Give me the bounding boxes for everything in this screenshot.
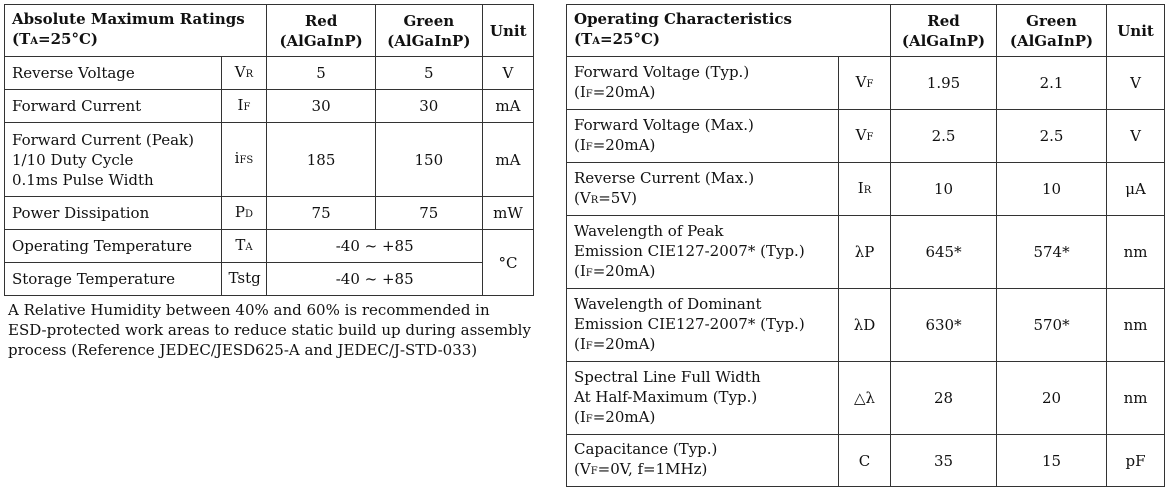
table-row: Operating Temperature TA -40 ~ +85 °C bbox=[4, 229, 535, 296]
amr-title: Absolute Maximum Ratings bbox=[12, 10, 245, 28]
humidity-note: A Relative Humidity between 40% and 60% … bbox=[8, 301, 531, 359]
unit-cell: mA bbox=[481, 89, 535, 123]
unit-cell: mA bbox=[481, 122, 535, 197]
symbol-cell: C bbox=[837, 434, 892, 487]
green-value: 75 bbox=[374, 196, 483, 230]
param-cell: Forward Voltage (Typ.) (IF=20mA) bbox=[566, 56, 839, 110]
amr-unit-header: Unit bbox=[481, 4, 535, 57]
unit-cell: nm bbox=[1106, 288, 1166, 362]
temperature-unit-cell: °C bbox=[481, 229, 535, 296]
param-cell: Forward Voltage (Max.) (IF=20mA) bbox=[566, 109, 839, 163]
amr-title-cell: Absolute Maximum Ratings (TA=25°C) bbox=[3, 4, 268, 57]
param-cell: Reverse Voltage bbox=[4, 56, 222, 90]
unit-cell: V bbox=[1106, 109, 1166, 163]
table-row: Capacitance (Typ.) (VF=0V, f=1MHz) C 35 … bbox=[566, 434, 1166, 487]
param-cell: Wavelength of Dominant Emission CIE127-2… bbox=[566, 288, 839, 362]
green-value: 5 bbox=[374, 56, 483, 90]
green-value: 30 bbox=[374, 89, 483, 123]
table-row: Forward Voltage (Typ.) (IF=20mA) VF 1.95… bbox=[566, 56, 1166, 110]
param-cell: Storage Temperature bbox=[4, 262, 222, 296]
range-value: -40 ~ +85 bbox=[266, 262, 483, 296]
symbol-cell: iFS bbox=[220, 122, 268, 197]
green-value: 574* bbox=[996, 215, 1108, 289]
red-value: 1.95 bbox=[890, 56, 998, 110]
oc-header-row: Operating Characteristics (TA=25°C) Red(… bbox=[565, 4, 1166, 57]
red-value: 630* bbox=[890, 288, 998, 362]
green-value: 150 bbox=[374, 122, 483, 197]
table-row: Forward Current IF 30 30 mA bbox=[4, 89, 535, 123]
table-row: Reverse Voltage VR 5 5 V bbox=[4, 56, 535, 90]
operating-characteristics-table: Operating Characteristics (TA=25°C) Red(… bbox=[565, 4, 1166, 487]
unit-cell: nm bbox=[1106, 361, 1166, 435]
table-row: Storage Temperature Tstg -40 ~ +85 bbox=[4, 262, 534, 296]
unit-cell: V bbox=[481, 56, 535, 90]
symbol-cell: IF bbox=[220, 89, 268, 123]
table-row: Forward Current (Peak) 1/10 Duty Cycle 0.1… bbox=[4, 122, 535, 197]
green-value: 15 bbox=[996, 434, 1108, 487]
table-row: Power Dissipation PD 75 75 mW bbox=[4, 196, 535, 230]
symbol-cell: VF bbox=[837, 109, 892, 163]
oc-unit-header: Unit bbox=[1106, 4, 1166, 57]
range-value: -40 ~ +85 bbox=[266, 229, 483, 263]
symbol-cell: IR bbox=[837, 162, 892, 216]
unit-cell: μA bbox=[1106, 162, 1166, 216]
amr-condition: (TA=25°C) bbox=[12, 30, 99, 48]
green-value: 10 bbox=[996, 162, 1108, 216]
oc-title-cell: Operating Characteristics (TA=25°C) bbox=[565, 4, 892, 57]
red-value: 185 bbox=[266, 122, 376, 197]
param-cell: Operating Temperature bbox=[4, 229, 222, 263]
red-value: 2.5 bbox=[890, 109, 998, 163]
red-value: 645* bbox=[890, 215, 998, 289]
unit-cell: pF bbox=[1106, 434, 1166, 487]
unit-cell: mW bbox=[481, 196, 535, 230]
param-cell: Capacitance (Typ.) (VF=0V, f=1MHz) bbox=[566, 434, 839, 487]
symbol-cell: TA bbox=[220, 229, 268, 263]
red-value: 75 bbox=[266, 196, 376, 230]
param-cell: Forward Current bbox=[4, 89, 222, 123]
oc-title: Operating Characteristics bbox=[574, 10, 793, 28]
param-cell: Wavelength of Peak Emission CIE127-2007*… bbox=[566, 215, 839, 289]
green-value: 570* bbox=[996, 288, 1108, 362]
symbol-cell: VR bbox=[220, 56, 268, 90]
table-row: Wavelength of Peak Emission CIE127-2007*… bbox=[566, 215, 1166, 289]
red-value: 10 bbox=[890, 162, 998, 216]
unit-cell: V bbox=[1106, 56, 1166, 110]
symbol-cell: λP bbox=[837, 215, 892, 289]
green-value: 2.1 bbox=[996, 56, 1108, 110]
symbol-cell: VF bbox=[837, 56, 892, 110]
table-row: Spectral Line Full Width At Half-Maximum… bbox=[566, 361, 1166, 435]
oc-red-header: Red (AlGaInP) bbox=[890, 4, 998, 57]
red-value: 5 bbox=[266, 56, 376, 90]
amr-green-header: Green (AlGaInP) bbox=[374, 4, 483, 57]
absolute-maximum-ratings-table: Absolute Maximum Ratings (TA=25°C) Red (A… bbox=[3, 4, 535, 296]
oc-green-header: Green (AlGaInP) bbox=[996, 4, 1108, 57]
table-row: Forward Voltage (Max.) (IF=20mA) VF 2.5 … bbox=[566, 109, 1166, 163]
red-value: 35 bbox=[890, 434, 998, 487]
param-cell: Forward Current (Peak) 1/10 Duty Cycle 0.1… bbox=[4, 122, 222, 197]
red-value: 28 bbox=[890, 361, 998, 435]
green-value: 20 bbox=[996, 361, 1108, 435]
param-cell: Spectral Line Full Width At Half-Maximum… bbox=[566, 361, 839, 435]
amr-header-row: Absolute Maximum Ratings (TA=25°C) Red (A… bbox=[3, 4, 535, 57]
green-value: 2.5 bbox=[996, 109, 1108, 163]
param-cell: Power Dissipation bbox=[4, 196, 222, 230]
param-cell: Reverse Current (Max.) (VR=5V) bbox=[566, 162, 839, 216]
oc-condition: (TA=25°C) bbox=[574, 30, 661, 48]
red-value: 30 bbox=[266, 89, 376, 123]
symbol-cell: λD bbox=[837, 288, 892, 362]
symbol-cell: Tstg bbox=[220, 262, 268, 296]
amr-red-header: Red (AlGaInP) bbox=[266, 4, 376, 57]
table-row: Reverse Current (Max.) (VR=5V) IR 10 10 … bbox=[566, 162, 1166, 216]
unit-cell: nm bbox=[1106, 215, 1166, 289]
table-row: Wavelength of Dominant Emission CIE127-2… bbox=[566, 288, 1166, 362]
symbol-cell: PD bbox=[220, 196, 268, 230]
delta-lambda-symbol: △λ bbox=[853, 389, 876, 407]
symbol-cell: △λ bbox=[837, 361, 892, 435]
